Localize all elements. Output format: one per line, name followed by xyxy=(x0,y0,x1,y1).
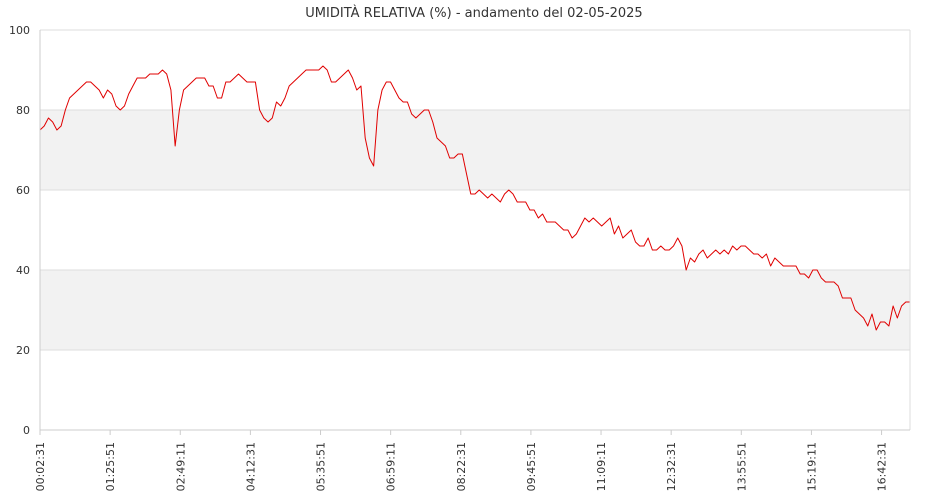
chart-title: UMIDITÀ RELATIVA (%) - andamento del 02-… xyxy=(305,5,642,21)
x-tick-label: 00:02:31 xyxy=(34,442,47,491)
y-tick-label: 40 xyxy=(16,264,30,277)
background-band xyxy=(40,270,910,350)
series-group xyxy=(39,65,910,331)
x-tick-label: 01:25:51 xyxy=(104,442,117,491)
y-tick-label: 100 xyxy=(9,24,30,37)
y-tick-label: 20 xyxy=(16,344,30,357)
x-tick-labels: 00:02:31 01:25:51 02:49:11 04:12:31 05:35:51… xyxy=(34,442,889,491)
x-tick-label: 11:09:11 xyxy=(595,442,608,491)
y-tick-label: 80 xyxy=(16,104,30,117)
x-tick-label: 16:42:31 xyxy=(876,442,889,491)
x-tick-label: 15:19:11 xyxy=(805,442,818,491)
y-tick-label: 60 xyxy=(16,184,30,197)
background-bands xyxy=(40,110,910,350)
axes xyxy=(39,30,911,435)
x-tick-label: 06:59:11 xyxy=(385,442,398,491)
x-tick-label: 09:45:51 xyxy=(525,442,538,491)
y-tick-label: 0 xyxy=(23,424,30,437)
background-band xyxy=(40,110,910,190)
x-tick-label: 05:35:51 xyxy=(315,442,328,491)
humidity-series-line xyxy=(39,65,910,331)
y-tick-labels: 0 20 40 60 80 100 xyxy=(9,24,30,437)
x-tick-label: 04:12:31 xyxy=(244,442,257,491)
x-tick-label: 08:22:31 xyxy=(455,442,468,491)
x-tick-label: 12:32:31 xyxy=(665,442,678,491)
x-tick-label: 02:49:11 xyxy=(174,442,187,491)
x-tick-label: 13:55:51 xyxy=(735,442,748,491)
